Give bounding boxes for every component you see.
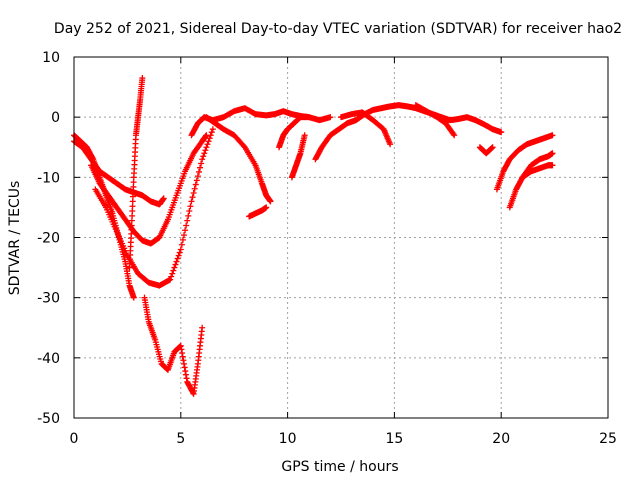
data-point <box>187 203 194 210</box>
data-point <box>240 143 247 150</box>
data-point <box>181 232 188 239</box>
data-point <box>175 252 182 259</box>
data-point <box>267 198 274 205</box>
data-point <box>489 144 496 151</box>
data-point <box>450 131 457 138</box>
x-axis-label: GPS time / hours <box>281 459 398 475</box>
data-point <box>301 132 308 139</box>
data-point <box>186 208 193 215</box>
data-point <box>192 181 199 188</box>
data-point <box>179 236 186 243</box>
marks-layer <box>71 75 556 397</box>
data-point <box>160 195 167 202</box>
series-track-c <box>88 132 210 247</box>
data-point <box>176 249 183 256</box>
data-point <box>188 198 195 205</box>
data-point <box>263 204 270 211</box>
data-point <box>387 141 394 148</box>
y-tick-label: -40 <box>37 351 60 367</box>
grid-layer <box>74 57 608 418</box>
data-point <box>182 227 189 234</box>
data-point <box>190 189 197 196</box>
data-point <box>199 324 206 331</box>
series-track-r <box>519 162 556 181</box>
data-point <box>193 177 200 184</box>
x-tick-label: 5 <box>176 431 185 447</box>
data-point <box>451 132 458 139</box>
series-track-m <box>338 109 394 148</box>
data-point <box>168 273 175 280</box>
y-tick-label: -30 <box>37 291 60 307</box>
y-tick-label: -20 <box>37 231 60 247</box>
chart-title: Day 252 of 2021, Sidereal Day-to-day VTE… <box>54 21 622 37</box>
data-point <box>194 173 201 180</box>
data-point <box>171 264 178 271</box>
series-track-j <box>276 114 312 151</box>
series-track-d <box>92 126 216 289</box>
data-point <box>206 135 213 142</box>
data-point <box>173 258 180 265</box>
data-point <box>203 144 210 151</box>
data-point <box>199 156 206 163</box>
data-point <box>172 261 179 268</box>
series-track-h <box>203 114 274 205</box>
data-point <box>305 114 312 121</box>
x-tick-label: 20 <box>492 431 510 447</box>
x-tick-label: 10 <box>279 431 297 447</box>
series-track-k <box>288 132 308 181</box>
series-track-p <box>493 132 556 193</box>
y-axis-label: SDTVAR / TECUs <box>7 181 23 296</box>
data-point <box>498 129 505 136</box>
data-point <box>549 150 556 157</box>
series-track-i <box>246 204 270 220</box>
series-track-e <box>126 75 146 271</box>
data-point <box>207 132 214 139</box>
data-point <box>191 185 198 192</box>
data-point <box>197 164 204 171</box>
data-point <box>174 255 181 262</box>
data-point <box>167 276 174 283</box>
y-tick-label: -10 <box>37 170 60 186</box>
data-point <box>200 153 207 160</box>
data-point <box>139 75 146 82</box>
data-point <box>205 138 212 145</box>
data-point <box>169 270 176 277</box>
data-point <box>170 267 177 274</box>
data-point <box>198 160 205 167</box>
data-point <box>195 168 202 175</box>
data-point <box>209 126 216 133</box>
data-point <box>130 294 137 301</box>
x-tick-label: 0 <box>70 431 79 447</box>
x-tick-label: 25 <box>599 431 617 447</box>
plot-frame <box>73 56 609 419</box>
data-point <box>327 114 334 121</box>
series-track-f <box>141 294 206 397</box>
data-point <box>549 162 556 169</box>
series-track-q <box>506 150 556 211</box>
y-tick-label: 0 <box>51 110 60 126</box>
x-tick-label: 15 <box>385 431 403 447</box>
series-track-b <box>71 138 167 208</box>
data-point <box>549 132 556 139</box>
data-point <box>184 217 191 224</box>
series-track-o <box>476 144 496 157</box>
y-tick-label: -50 <box>37 411 60 427</box>
series-track-n <box>412 102 458 139</box>
data-point <box>183 222 190 229</box>
data-point <box>178 241 185 248</box>
data-point <box>204 141 211 148</box>
data-point <box>208 129 215 136</box>
data-point <box>202 147 209 154</box>
tick-layer: 0 5 10 15 20 25 -50 -40 -30 -20 -10 0 10 <box>37 50 617 447</box>
data-point <box>177 246 184 253</box>
y-tick-label: 10 <box>42 50 60 66</box>
data-point <box>185 212 192 219</box>
data-point <box>201 150 208 157</box>
data-point <box>189 194 196 201</box>
